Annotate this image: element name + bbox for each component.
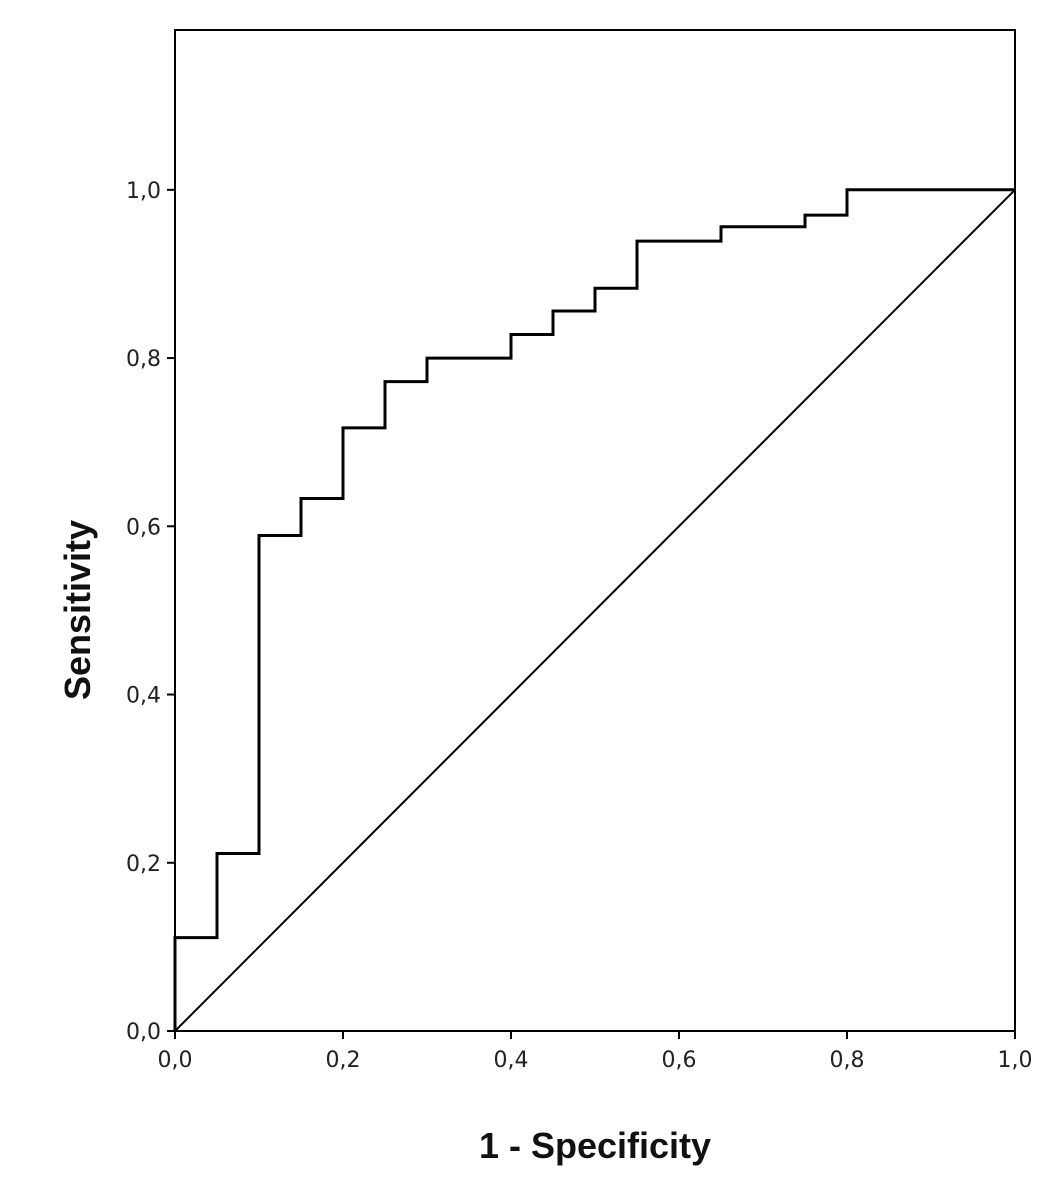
y-tick-label: 0,4 (126, 684, 161, 709)
roc-curve-line (173, 188, 1015, 1031)
x-tick-label: 0,0 (158, 1048, 193, 1073)
x-axis: 0,0 0,2 0,4 0,6 0,8 1,0 (158, 1031, 1033, 1073)
y-axis: 0,0 0,2 0,4 0,6 0,8 1,0 (126, 179, 175, 1045)
x-tick-label: 0,4 (494, 1048, 529, 1073)
y-tick-label: 0,2 (126, 852, 161, 877)
y-tick-label: 0,0 (126, 1020, 161, 1045)
reference-diagonal-line (174, 189, 1016, 1032)
x-tick-label: 0,2 (326, 1048, 361, 1073)
x-tick-label: 0,6 (662, 1048, 697, 1073)
series-layer (173, 188, 1016, 1032)
y-tick-label: 0,6 (126, 515, 161, 540)
y-tick-label: 1,0 (126, 179, 161, 204)
x-tick-label: 0,8 (830, 1048, 865, 1073)
x-tick-label: 1,0 (998, 1048, 1033, 1073)
y-tick-label: 0,8 (126, 347, 161, 372)
y-axis-title: Sensitivity (57, 520, 98, 700)
plot-frame (174, 29, 1016, 1032)
x-axis-title: 1 - Specificity (479, 1125, 711, 1166)
